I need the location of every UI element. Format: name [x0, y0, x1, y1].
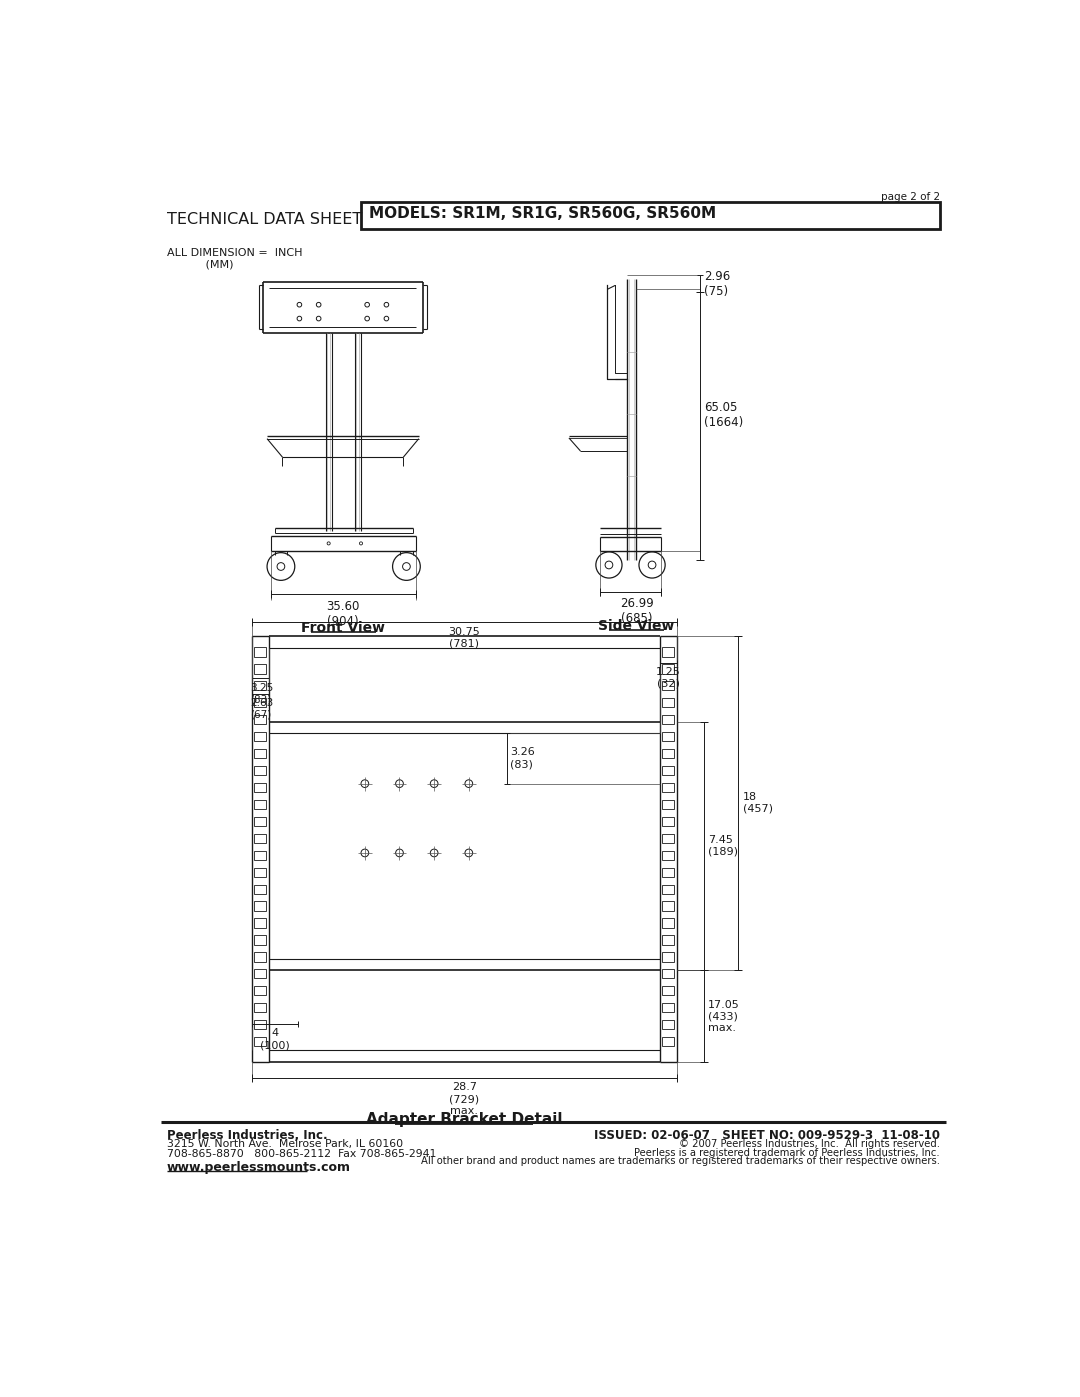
Text: 30.75
(781): 30.75 (781)	[448, 627, 480, 648]
Text: 1.25
(32): 1.25 (32)	[656, 668, 680, 689]
Bar	[662, 817, 674, 826]
Bar	[662, 901, 674, 911]
Bar	[361, 201, 940, 229]
Text: Adapter Bracket Detail: Adapter Bracket Detail	[366, 1112, 563, 1127]
Bar	[662, 884, 674, 894]
Bar	[254, 918, 267, 928]
Bar	[662, 1020, 674, 1030]
Bar	[662, 715, 674, 725]
Bar	[662, 970, 674, 978]
Text: All other brand and product names are trademarks or registered trademarks of the: All other brand and product names are tr…	[421, 1157, 940, 1166]
Text: 4
(100): 4 (100)	[260, 1028, 289, 1051]
Bar	[254, 698, 267, 707]
Text: 3.25
(83): 3.25 (83)	[251, 683, 273, 704]
Text: 17.05
(433)
max.: 17.05 (433) max.	[708, 1000, 740, 1032]
Bar	[254, 1020, 267, 1030]
Text: 65.05
(1664): 65.05 (1664)	[704, 401, 744, 429]
Text: 3.26
(83): 3.26 (83)	[511, 747, 535, 768]
Text: Front View: Front View	[301, 622, 386, 636]
Bar	[254, 665, 267, 673]
Bar	[254, 800, 267, 809]
Bar	[254, 647, 267, 657]
Text: 2.96
(75): 2.96 (75)	[704, 270, 731, 298]
Bar	[254, 834, 267, 842]
Bar	[662, 800, 674, 809]
Bar	[662, 782, 674, 792]
Bar	[662, 851, 674, 861]
Bar	[254, 715, 267, 725]
Bar	[254, 970, 267, 978]
Bar	[662, 1037, 674, 1046]
Bar	[254, 868, 267, 877]
Bar	[254, 936, 267, 944]
Bar	[662, 1003, 674, 1013]
Bar	[254, 851, 267, 861]
Text: www.peerlessmounts.com: www.peerlessmounts.com	[167, 1161, 351, 1173]
Text: 2.63
(67): 2.63 (67)	[251, 698, 273, 719]
Bar	[254, 1037, 267, 1046]
Text: 26.99
(685): 26.99 (685)	[620, 597, 653, 624]
Text: TECHNICAL DATA SHEET: TECHNICAL DATA SHEET	[167, 212, 362, 228]
Text: Peerless Industries, Inc.: Peerless Industries, Inc.	[167, 1129, 327, 1141]
Text: Side View: Side View	[598, 619, 675, 633]
Bar	[662, 682, 674, 690]
Bar	[254, 953, 267, 961]
Text: (MM): (MM)	[167, 260, 233, 270]
Bar	[254, 1003, 267, 1013]
Bar	[662, 647, 674, 657]
Bar	[662, 918, 674, 928]
Bar	[254, 901, 267, 911]
Bar	[254, 766, 267, 775]
Text: ALL DIMENSION =  INCH: ALL DIMENSION = INCH	[167, 249, 302, 258]
Text: 7.45
(189): 7.45 (189)	[708, 835, 739, 856]
Bar	[662, 665, 674, 673]
Text: page 2 of 2: page 2 of 2	[881, 193, 940, 203]
Text: 28.7
(729)
max.: 28.7 (729) max.	[449, 1083, 480, 1116]
Bar	[254, 884, 267, 894]
Bar	[254, 682, 267, 690]
Bar	[254, 732, 267, 742]
Text: Peerless is a registered trademark of Peerless Industries, Inc.: Peerless is a registered trademark of Pe…	[634, 1148, 940, 1158]
Text: 35.60
(904): 35.60 (904)	[326, 601, 360, 629]
Bar	[254, 817, 267, 826]
Bar	[662, 766, 674, 775]
Bar	[662, 868, 674, 877]
Bar	[254, 986, 267, 996]
Bar	[662, 698, 674, 707]
Bar	[662, 749, 674, 759]
Text: 3215 W. North Ave.  Melrose Park, IL 60160: 3215 W. North Ave. Melrose Park, IL 6016…	[167, 1140, 403, 1150]
Text: ISSUED: 02-06-07   SHEET NO: 009-9529-3  11-08-10: ISSUED: 02-06-07 SHEET NO: 009-9529-3 11…	[594, 1129, 940, 1141]
Text: MODELS: SR1M, SR1G, SR560G, SR560M: MODELS: SR1M, SR1G, SR560G, SR560M	[368, 207, 716, 221]
Text: 708-865-8870   800-865-2112  Fax 708-865-2941: 708-865-8870 800-865-2112 Fax 708-865-29…	[167, 1148, 436, 1158]
Bar	[254, 782, 267, 792]
Bar	[662, 834, 674, 842]
Text: 18
(457): 18 (457)	[743, 792, 773, 813]
Bar	[662, 986, 674, 996]
Bar	[662, 953, 674, 961]
Bar	[254, 749, 267, 759]
Text: © 2007 Peerless Industries, Inc.  All rights reserved.: © 2007 Peerless Industries, Inc. All rig…	[679, 1140, 940, 1150]
Bar	[662, 936, 674, 944]
Bar	[662, 732, 674, 742]
